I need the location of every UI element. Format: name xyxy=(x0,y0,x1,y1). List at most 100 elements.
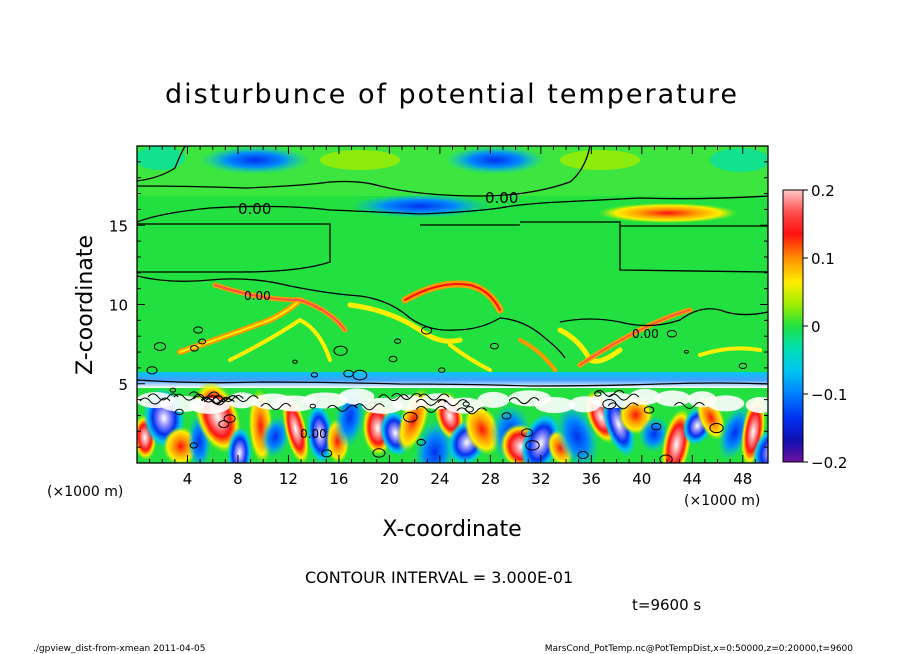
contour-squiggle xyxy=(607,402,639,410)
contour-squiggle xyxy=(378,394,409,402)
convective-cell xyxy=(227,426,252,463)
contour-squiggle xyxy=(462,401,470,407)
footer-left: ./gpview_dist-from-xmean 2011-04-05 xyxy=(33,644,205,654)
contour-squiggle xyxy=(190,345,199,352)
contour-squiggle xyxy=(593,389,625,397)
x-axis: 4 8 12 16 20 24 28 32 36 40 44 48 xyxy=(149,146,756,488)
contour-squiggle xyxy=(577,450,589,460)
x-units-left: (×1000 m) xyxy=(47,484,123,500)
x-tick-label: 16 xyxy=(329,470,348,488)
contour-squiggle xyxy=(709,422,724,434)
contour-squiggle xyxy=(666,329,678,338)
contour-squiggle xyxy=(173,393,205,401)
chart-title: disturbunce of potential temperature xyxy=(165,79,739,110)
convective-cell xyxy=(520,413,561,463)
y-tick-label: 15 xyxy=(109,217,128,235)
contour-squiggle xyxy=(415,405,447,413)
white-patch xyxy=(338,388,375,405)
contour-squiggle xyxy=(174,408,184,416)
contour-squiggle xyxy=(169,387,177,393)
contour-squiggle xyxy=(643,406,655,414)
convective-cell xyxy=(260,416,290,458)
plot-area: 0.00 0.00 0.00 0.00 0.00 xyxy=(137,146,768,463)
x-tick-label: 8 xyxy=(233,470,243,488)
contour-squiggle xyxy=(153,342,167,351)
x-tick-label: 32 xyxy=(531,470,550,488)
contour-squiggle xyxy=(333,345,348,356)
contour-squiggle xyxy=(321,449,333,458)
white-patch xyxy=(654,390,691,407)
upper-cold-cell xyxy=(200,146,310,174)
contour-label: 0.00 xyxy=(485,189,518,207)
x-tick-label: 24 xyxy=(430,470,449,488)
x-tick-label: 36 xyxy=(582,470,601,488)
time-label: t=9600 s xyxy=(632,596,701,614)
contour-squiggle xyxy=(391,393,423,400)
white-patch xyxy=(392,394,424,411)
contour-squiggle xyxy=(520,428,534,438)
contour-squiggle xyxy=(260,403,292,411)
contour-label: 0.00 xyxy=(300,427,327,441)
convective-cell xyxy=(306,403,333,463)
x-axis-label: X-coordinate xyxy=(382,517,521,542)
contour-squiggle xyxy=(738,362,748,370)
contour-squiggle xyxy=(594,391,602,397)
contour-interval: CONTOUR INTERVAL = 3.000E-01 xyxy=(305,568,573,587)
contour-squiggle xyxy=(508,397,540,405)
contour-squiggle xyxy=(189,442,199,449)
footer-right: MarsCond_PotTemp.nc@PotTempDist,x=0:5000… xyxy=(545,644,854,654)
colorbar: 0.2 0.1 0 −0.1 −0.2 xyxy=(782,182,847,472)
x-tick-label: 20 xyxy=(380,470,399,488)
contour-squiggle xyxy=(683,349,689,354)
contour-squiggle xyxy=(456,407,488,415)
contour-squiggle xyxy=(139,397,171,405)
upper-warm-cell xyxy=(598,203,738,223)
convective-cell xyxy=(752,425,768,463)
x-tick-label: 48 xyxy=(733,470,752,488)
contour-squiggle xyxy=(525,440,540,451)
colorbar-scale xyxy=(782,189,804,463)
contour-squiggle xyxy=(198,338,207,345)
white-patch xyxy=(189,397,230,414)
x-tick-label: 44 xyxy=(683,470,702,488)
colorbar-tick-label: 0.2 xyxy=(811,182,835,200)
contour-squiggle xyxy=(310,372,319,378)
contour-squiggle xyxy=(309,403,316,409)
contour-squiggle xyxy=(501,412,512,420)
colorbar-tick-label: 0.1 xyxy=(811,250,835,268)
x-tick-label: 4 xyxy=(183,470,193,488)
contour-squiggle xyxy=(420,326,433,335)
contour-lines xyxy=(137,146,768,387)
convective-cell xyxy=(463,403,501,456)
upper-warm-cell xyxy=(320,150,400,170)
y-tick-label: 10 xyxy=(109,297,128,315)
contour-squiggle xyxy=(223,414,236,423)
white-patch xyxy=(477,391,510,408)
contour-squiggle xyxy=(146,366,158,375)
x-tick-label: 28 xyxy=(481,470,500,488)
upper-warm-cell xyxy=(560,150,640,170)
y-axis-label: Z-coordinate xyxy=(73,235,98,375)
contour-squiggle xyxy=(415,398,447,406)
upper-cold-cell xyxy=(710,148,768,172)
contour-label: 0.00 xyxy=(244,289,271,303)
x-tick-label: 12 xyxy=(279,470,298,488)
contour-squiggle xyxy=(372,448,386,458)
contour-squiggle xyxy=(354,403,385,411)
y-tick-label: 5 xyxy=(118,376,128,394)
contour-label: 0.00 xyxy=(632,327,659,341)
contour-noise xyxy=(139,326,748,463)
contour-squiggle xyxy=(416,438,426,446)
white-patch xyxy=(629,388,661,405)
y-axis: 5 10 15 xyxy=(109,161,768,448)
convective-cells xyxy=(137,380,768,463)
filaments xyxy=(177,280,762,372)
contour-squiggle xyxy=(438,367,446,373)
contour-labels: 0.00 0.00 0.00 0.00 0.00 xyxy=(238,189,659,441)
contour-squiggle xyxy=(193,326,204,334)
contour-squiggle xyxy=(207,395,238,403)
contour-squiggle xyxy=(394,338,402,344)
colorbar-tick-label: −0.2 xyxy=(811,454,847,472)
contour-squiggle xyxy=(352,369,368,381)
